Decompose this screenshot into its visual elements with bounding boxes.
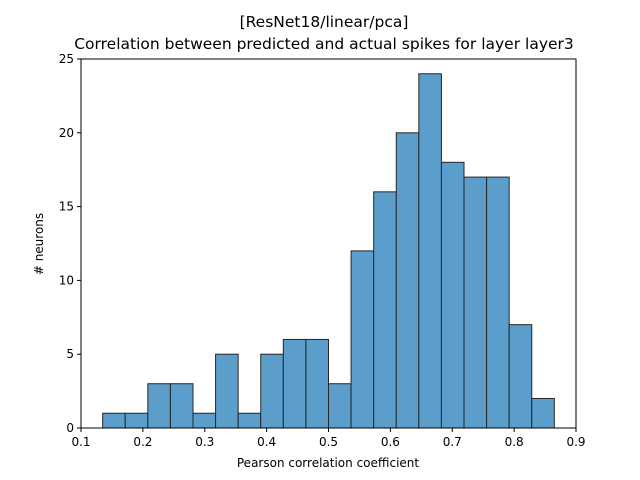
chart-title: [ResNet18/linear/pca] [240, 13, 409, 31]
histogram-bar [350, 250, 375, 429]
y-tick-label: 0 [66, 421, 74, 435]
x-tick-label: 0.6 [381, 435, 400, 449]
histogram-bar [192, 412, 217, 429]
y-tick-label: 20 [59, 126, 74, 140]
histogram-bar [237, 412, 262, 429]
histogram-bar [282, 338, 307, 429]
histogram-bar [169, 383, 194, 429]
histogram-bar [147, 383, 171, 429]
histogram-bar [508, 324, 533, 429]
x-axis-label: Pearson correlation coefficient [237, 456, 420, 470]
x-tick-label: 0.8 [505, 435, 524, 449]
x-axis-ticks: 0.1 0.2 0.3 0.4 0.5 0.6 0.7 0.8 0.9 [71, 428, 586, 449]
x-tick-label: 0.4 [257, 435, 276, 449]
bars-group [102, 73, 555, 429]
y-tick-label: 25 [59, 52, 74, 66]
x-tick-label: 0.7 [443, 435, 462, 449]
y-tick-label: 5 [66, 347, 74, 361]
histogram-bar [305, 338, 329, 429]
histogram-bar [373, 191, 397, 429]
histogram-bar [440, 161, 465, 429]
histogram-bar [124, 412, 149, 429]
histogram-bar [531, 397, 555, 429]
histogram-bar [463, 176, 488, 429]
x-tick-label: 0.5 [319, 435, 338, 449]
x-tick-label: 0.3 [195, 435, 214, 449]
histogram-bar [215, 353, 239, 429]
histogram-bar [328, 383, 352, 429]
chart-subtitle: Correlation between predicted and actual… [74, 35, 574, 53]
x-tick-label: 0.9 [566, 435, 585, 449]
x-tick-label: 0.1 [71, 435, 90, 449]
y-axis-ticks: 0 5 10 15 20 25 [59, 52, 81, 435]
histogram-bar [486, 176, 510, 429]
histogram-bar [418, 73, 442, 429]
y-tick-label: 10 [59, 273, 74, 287]
histogram-bar [260, 353, 284, 429]
y-axis-label: # neurons [32, 213, 46, 275]
x-tick-label: 0.2 [133, 435, 152, 449]
histogram-bar [102, 412, 126, 429]
y-tick-label: 15 [59, 200, 74, 214]
histogram-bar [395, 132, 420, 429]
